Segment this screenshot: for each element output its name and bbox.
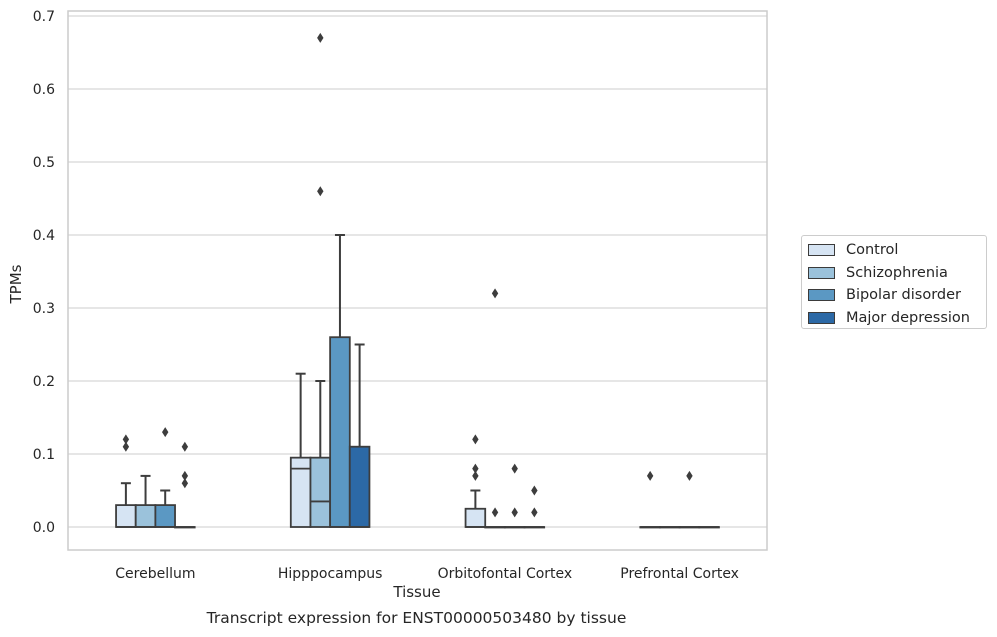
legend-swatch <box>808 266 835 279</box>
legend-label: Control <box>846 242 899 259</box>
box-group <box>698 526 720 529</box>
box-group <box>639 470 661 529</box>
legend-swatch <box>808 244 835 257</box>
outlier-point <box>162 427 169 438</box>
box <box>154 504 176 528</box>
outlier-point <box>491 288 499 299</box>
legend: Control Schizophrenia Bipolar disorder Majo… <box>801 235 987 329</box>
box-group <box>348 343 371 528</box>
box-group <box>115 434 137 528</box>
box <box>309 456 332 528</box>
outlier-point <box>181 470 189 481</box>
box-group <box>659 526 681 529</box>
box-group <box>503 463 526 529</box>
outlier-point <box>317 32 324 43</box>
outlier-point <box>531 485 538 496</box>
box <box>134 504 157 528</box>
legend-swatch <box>808 289 835 302</box>
x-tick-label: Prefrontal Cortex <box>620 566 739 582</box>
box-group <box>464 434 487 528</box>
x-axis-ticks: Cerebellum Hipppocampus Orbitofontal Corte… <box>115 566 739 582</box>
y-tick-label: 0.3 <box>33 301 55 317</box>
legend-item: Major depression <box>808 307 986 330</box>
box-group <box>309 32 332 528</box>
box <box>329 336 351 528</box>
outlier-point <box>122 441 130 452</box>
figure-caption: Transcript expression for ENST0000050348… <box>206 609 627 627</box>
box <box>464 507 487 528</box>
x-tick-label: Hipppocampus <box>278 566 383 582</box>
legend-label: Schizophrenia <box>846 264 948 281</box>
legend-item: Bipolar disorder <box>808 284 986 307</box>
outlier-point <box>511 507 518 518</box>
legend-item: Schizophrenia <box>808 262 986 285</box>
box-group <box>289 372 312 528</box>
y-tick-label: 0.5 <box>33 155 55 171</box>
plot-frame <box>67 10 768 551</box>
box-group <box>523 485 546 529</box>
outlier-point <box>181 441 189 452</box>
box <box>115 504 137 528</box>
x-tick-label: Cerebellum <box>115 566 195 582</box>
y-axis-label: TPMs <box>7 264 25 304</box>
box-group <box>329 234 351 528</box>
outlier-point <box>472 434 479 445</box>
legend-label: Major depression <box>846 309 970 326</box>
box-group <box>678 470 701 529</box>
y-tick-label: 0.4 <box>33 228 55 244</box>
outlier-point <box>511 463 518 474</box>
outlier-point <box>122 434 130 445</box>
outlier-point <box>531 507 538 518</box>
x-tick-label: Orbitofontal Cortex <box>438 566 573 582</box>
outlier-point <box>181 478 189 489</box>
legend-label: Bipolar disorder <box>846 287 961 304</box>
outlier-point <box>472 463 479 474</box>
gridlines <box>68 15 767 528</box>
outlier-point <box>646 470 654 481</box>
y-axis-ticks: 0.0 0.1 0.2 0.3 0.4 0.5 0.6 0.7 <box>33 9 55 536</box>
legend-item: Control <box>808 239 986 262</box>
y-tick-label: 0.7 <box>33 9 55 25</box>
box-group <box>154 427 176 528</box>
y-tick-label: 0.2 <box>33 374 55 390</box>
x-axis-label: Tissue <box>392 583 440 601</box>
legend-swatch <box>808 311 835 324</box>
outlier-point <box>491 507 499 518</box>
box <box>348 445 371 528</box>
outlier-point <box>686 470 693 481</box>
box-group <box>484 288 506 529</box>
y-tick-label: 0.0 <box>33 520 55 536</box>
y-tick-label: 0.6 <box>33 82 55 98</box>
outlier-point <box>472 470 479 481</box>
outlier-point <box>317 186 324 197</box>
y-tick-label: 0.1 <box>33 447 55 463</box>
box-plot-marks <box>115 32 720 529</box>
box-group <box>174 441 196 529</box>
box-group <box>134 474 157 528</box>
plot-border <box>67 10 768 551</box>
